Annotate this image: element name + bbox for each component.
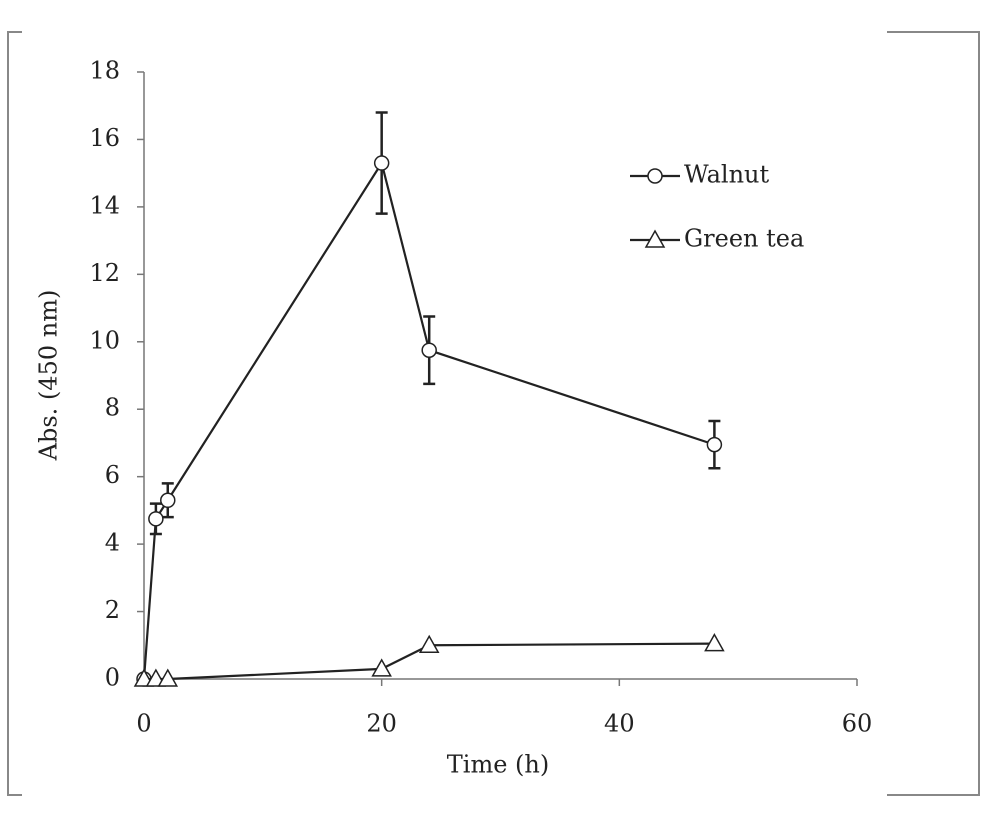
y-tick-label: 12 [89, 259, 120, 287]
x-tick-label: 60 [842, 710, 873, 738]
legend-marker [644, 229, 666, 248]
data-point [371, 658, 392, 677]
y-tick-label: 4 [105, 529, 120, 557]
data-point [157, 668, 179, 687]
data-point [373, 155, 390, 171]
y-tick-label: 0 [105, 664, 120, 692]
x-axis-title: Time (h) [447, 751, 549, 779]
legend-marker [647, 168, 663, 184]
y-tick-label: 14 [89, 191, 120, 219]
y-tick-label: 10 [89, 326, 120, 354]
y-tick-label: 2 [105, 596, 120, 624]
data-point [148, 511, 164, 527]
y-tick-label: 16 [89, 124, 120, 152]
y-tick-label: 8 [105, 394, 120, 422]
x-tick-label: 20 [366, 710, 397, 738]
x-tick-label: 0 [136, 710, 151, 738]
legend-label: Walnut [684, 161, 769, 189]
data-point [160, 492, 176, 509]
data-point [704, 633, 725, 652]
data-point [421, 342, 437, 358]
legend-label: Green tea [684, 225, 804, 253]
y-tick-label: 6 [105, 461, 120, 489]
series-line [142, 160, 715, 680]
right-bracket [887, 31, 980, 796]
left-bracket [7, 31, 22, 796]
y-tick-label: 18 [89, 57, 120, 85]
data-point [706, 436, 723, 453]
x-tick-label: 40 [604, 710, 635, 738]
y-axis-title: Abs. (450 nm) [35, 290, 63, 462]
data-point [418, 634, 440, 654]
